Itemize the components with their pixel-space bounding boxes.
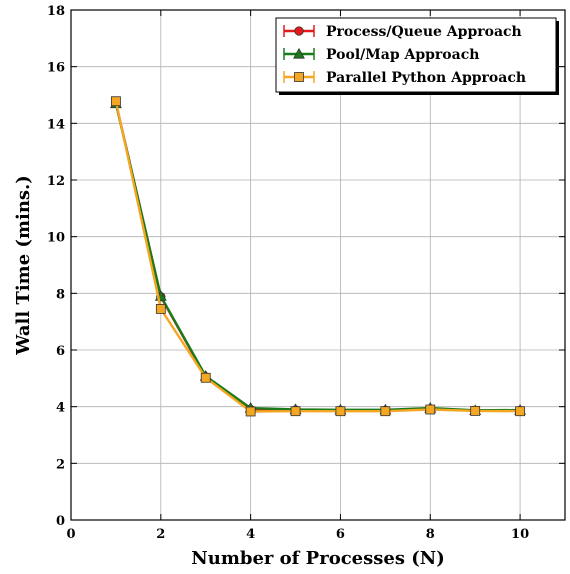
data-point <box>425 404 436 415</box>
x-tick-label: 0 <box>66 527 75 542</box>
data-point <box>111 96 121 107</box>
y-tick-label: 12 <box>47 174 65 189</box>
y-tick-label: 14 <box>47 117 65 132</box>
legend-entry: Parallel Python Approach <box>283 70 526 86</box>
x-tick-label: 2 <box>156 527 165 542</box>
data-point <box>515 406 525 417</box>
data-point <box>470 406 481 416</box>
x-tick-label: 4 <box>246 527 255 542</box>
legend-marker <box>294 72 304 82</box>
series-layer <box>109 96 527 417</box>
y-tick-label: 18 <box>47 4 65 19</box>
y-tick-label: 10 <box>47 231 65 246</box>
series-0 <box>111 98 525 416</box>
data-point <box>335 406 346 417</box>
legend-label: Pool/Map Approach <box>326 47 479 63</box>
legend-entry: Process/Queue Approach <box>283 24 522 40</box>
data-point <box>200 372 211 383</box>
x-tick-label: 6 <box>336 527 345 542</box>
plot-frame <box>70 9 566 521</box>
data-point <box>290 406 301 417</box>
x-tick-label: 8 <box>426 527 435 542</box>
legend-entry: Pool/Map Approach <box>283 47 479 63</box>
data-point <box>155 304 166 314</box>
legend: Process/Queue Approach Pool/Map Approach P… <box>275 17 559 95</box>
series-2 <box>111 96 525 417</box>
x-axis-label: Number of Processes (N) <box>191 548 444 569</box>
series-line <box>114 102 521 412</box>
y-tick-label: 8 <box>56 287 65 302</box>
y-tick-label: 4 <box>56 401 65 416</box>
y-tick-label: 6 <box>56 344 65 359</box>
series-line <box>114 100 521 413</box>
y-axis-label: Wall Time (mins.) <box>13 175 34 356</box>
legend-label: Process/Queue Approach <box>326 24 522 40</box>
series-1 <box>109 97 527 415</box>
legend-box <box>275 17 557 93</box>
axis-ticks: 0 2 4 6 8 10 0 2 4 6 8 10 12 14 16 18 <box>47 4 565 542</box>
y-tick-label: 16 <box>47 61 65 76</box>
data-point <box>380 406 391 417</box>
data-point <box>245 406 256 417</box>
x-tick-label: 10 <box>511 527 529 542</box>
y-tick-label: 2 <box>56 457 65 472</box>
series-line <box>114 103 521 412</box>
legend-marker <box>294 26 304 36</box>
y-tick-label: 0 <box>56 514 65 529</box>
legend-label: Parallel Python Approach <box>326 70 526 86</box>
legend-marker <box>293 47 305 59</box>
